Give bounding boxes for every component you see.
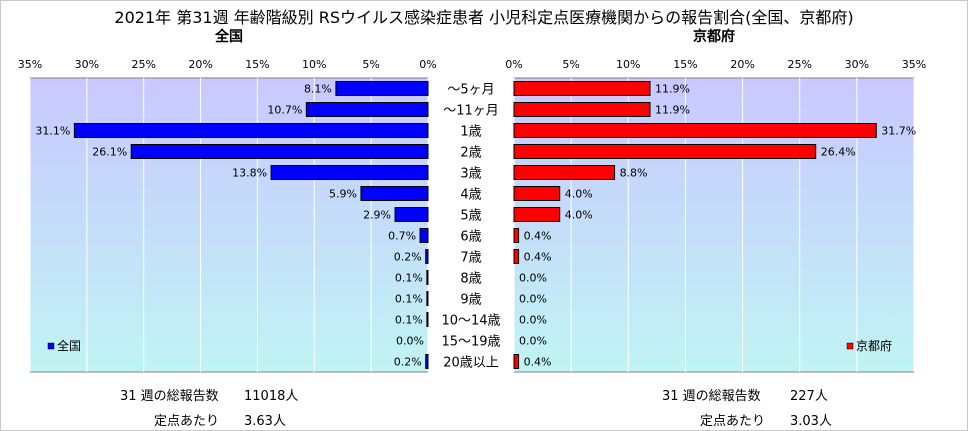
category-label: 6歳 (460, 230, 481, 245)
category-label: 7歳 (460, 251, 481, 266)
kyoto-bar (513, 207, 561, 222)
kyoto-tick-label: 5% (562, 58, 579, 71)
kyoto-bar (513, 123, 877, 138)
kyoto-bar (513, 249, 520, 264)
kyoto-per-label: 定点あたり (700, 414, 766, 429)
national-data-label: 0.2% (394, 356, 422, 369)
kyoto-plot-area (513, 77, 915, 373)
kyoto-data-label: 0.4% (524, 356, 552, 369)
chart-title: 2021年 第31週 年齢階級別 RSウイルス感染症患者 小児科定点医療機関から… (114, 8, 854, 27)
national-bar (419, 228, 429, 243)
kyoto-tick-label: 30% (845, 58, 869, 71)
national-bar (270, 165, 429, 180)
category-label: 20歳以上 (443, 356, 499, 371)
kyoto-data-label: 0.0% (519, 272, 547, 285)
kyoto-data-label: 0.4% (524, 251, 552, 264)
kyoto-legend-swatch (846, 342, 854, 350)
kyoto-data-label: 4.0% (565, 188, 593, 201)
national-per-label: 定点あたり (154, 414, 220, 429)
kyoto-legend-label: 京都府 (856, 338, 892, 353)
national-tick-label: 0% (419, 58, 436, 71)
national-tick-label: 25% (131, 58, 155, 71)
kyoto-data-label: 0.0% (519, 293, 547, 306)
kyoto-bar (513, 102, 651, 117)
national-data-label: 10.7% (267, 104, 302, 117)
national-plot-area (29, 77, 429, 373)
national-bar (394, 207, 429, 222)
kyoto-data-label: 11.9% (655, 83, 690, 96)
category-label: 5歳 (460, 209, 481, 224)
national-legend-swatch (47, 342, 55, 350)
category-label: ～5ヶ月 (447, 83, 494, 98)
national-data-label: 0.0% (396, 335, 424, 348)
national-bar (335, 81, 429, 96)
national-tick-label: 30% (75, 58, 99, 71)
category-label: 9歳 (460, 293, 481, 308)
kyoto-bar (513, 186, 561, 201)
kyoto-data-label: 8.8% (620, 167, 648, 180)
national-tick-label: 20% (188, 58, 212, 71)
category-label: ～11ヶ月 (443, 104, 499, 119)
national-tick-label: 10% (302, 58, 326, 71)
kyoto-data-label: 0.0% (519, 335, 547, 348)
national-data-label: 0.1% (395, 293, 423, 306)
national-bar (426, 291, 429, 306)
national-bar (426, 312, 429, 327)
national-bar (426, 270, 429, 285)
national-bar (425, 249, 429, 264)
kyoto-bar (513, 144, 817, 159)
kyoto-tick-label: 15% (673, 58, 697, 71)
national-bar (425, 354, 429, 369)
national-tick-label: 5% (362, 58, 379, 71)
kyoto-data-label: 0.4% (524, 230, 552, 243)
national-data-label: 31.1% (35, 125, 70, 138)
national-bar (130, 144, 429, 159)
kyoto-data-label: 11.9% (655, 104, 690, 117)
national-total-label: 31 週の総報告数 (120, 389, 219, 404)
kyoto-total-value: 227人 (790, 389, 828, 404)
national-per-value: 3.63人 (244, 414, 286, 429)
national-data-label: 26.1% (92, 146, 127, 159)
national-data-label: 8.1% (304, 83, 332, 96)
national-bar (73, 123, 429, 138)
national-data-label: 0.2% (394, 251, 422, 264)
category-label: 4歳 (460, 188, 481, 203)
national-data-label: 5.9% (329, 188, 357, 201)
kyoto-bar (513, 228, 520, 243)
national-data-label: 0.1% (395, 314, 423, 327)
national-tick-label: 35% (18, 58, 42, 71)
national-data-label: 13.8% (232, 167, 267, 180)
national-bar (360, 186, 429, 201)
category-label: 8歳 (460, 272, 481, 287)
national-data-label: 2.9% (363, 209, 391, 222)
kyoto-data-label: 31.7% (881, 125, 916, 138)
kyoto-panel-title: 京都府 (693, 29, 735, 45)
national-total-value: 11018人 (244, 389, 299, 404)
kyoto-per-value: 3.03人 (790, 414, 832, 429)
national-data-label: 0.7% (388, 230, 416, 243)
category-label: 10～14歳 (441, 314, 500, 329)
kyoto-total-label: 31 週の総報告数 (662, 389, 761, 404)
kyoto-bar (513, 81, 651, 96)
kyoto-tick-label: 20% (730, 58, 754, 71)
category-label: 3歳 (460, 167, 481, 182)
kyoto-tick-label: 0% (505, 58, 522, 71)
category-label: 1歳 (460, 125, 481, 140)
national-bar (305, 102, 429, 117)
kyoto-tick-label: 10% (616, 58, 640, 71)
category-label: 2歳 (460, 146, 481, 161)
kyoto-data-label: 26.4% (821, 146, 856, 159)
kyoto-data-label: 0.0% (519, 314, 547, 327)
kyoto-bar (513, 165, 616, 180)
national-tick-label: 15% (245, 58, 269, 71)
kyoto-tick-label: 35% (902, 58, 926, 71)
kyoto-data-label: 4.0% (565, 209, 593, 222)
kyoto-bar (513, 354, 520, 369)
kyoto-tick-label: 25% (787, 58, 811, 71)
national-data-label: 0.1% (395, 272, 423, 285)
national-panel-title: 全国 (215, 29, 243, 45)
national-legend-label: 全国 (57, 338, 81, 353)
category-label: 15～19歳 (441, 335, 500, 350)
